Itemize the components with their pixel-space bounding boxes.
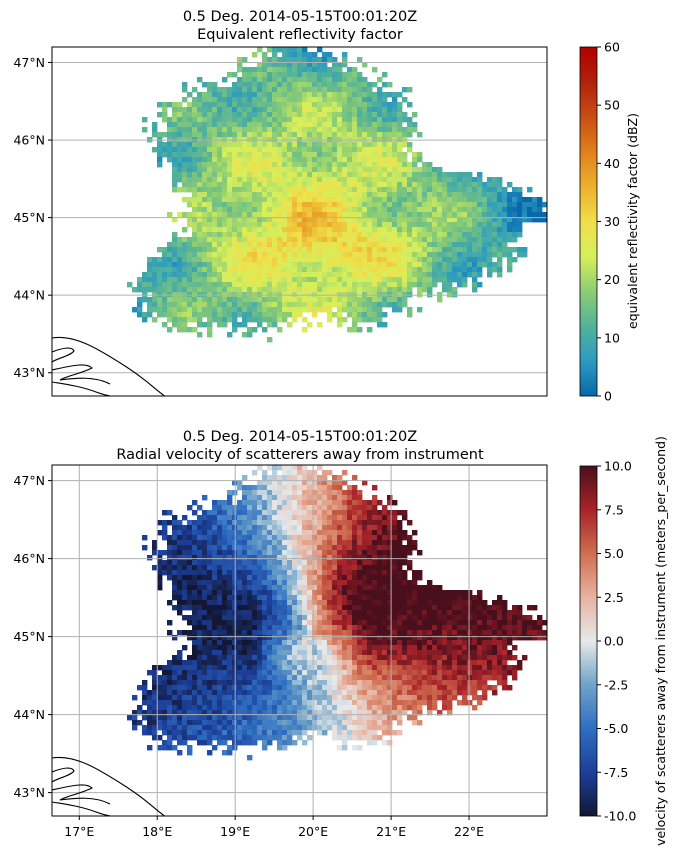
lon-tick-label: 17°E xyxy=(64,824,94,839)
colorbar-tick-label: 60 xyxy=(604,40,620,55)
colorbar-tick-label: -7.5 xyxy=(604,765,628,780)
colorbar-tick-label: 50 xyxy=(604,98,620,113)
colorbar-tick-label: 0 xyxy=(604,389,612,404)
lat-tick-label: 44°N xyxy=(13,707,45,722)
coastline-segment xyxy=(52,801,113,816)
panel2-colorbar: -10.0 -7.5 -5.0 -2.5 0.0 2.5 5.0 7.5 10.0 veloci… xyxy=(579,436,668,846)
colorbar-tick-label: 40 xyxy=(604,156,620,171)
panel2-title-line1: 0.5 Deg. 2014-05-15T00:01:20Z xyxy=(183,429,417,445)
colorbar-tick-label: -2.5 xyxy=(604,677,628,692)
panel1-frame xyxy=(51,46,548,397)
panel2-coastline xyxy=(52,756,166,816)
panel2-plot: 43°N 44°N 45°N 46°N 47°N 17°E 18°E 19°E 20°E 21°… xyxy=(13,464,548,839)
panel2-colorbar-label: velocity of scatterers away from instrum… xyxy=(653,436,668,846)
lon-tick-label: 21°E xyxy=(376,824,406,839)
panel2-lat-ticks: 43°N 44°N 45°N 46°N 47°N xyxy=(13,473,52,800)
colorbar-tick-label: 10 xyxy=(604,330,620,345)
lat-tick-label: 46°N xyxy=(13,551,45,566)
reflectivity-field xyxy=(127,47,547,343)
colorbar-tick-label: -5.0 xyxy=(604,721,628,736)
panel2-colorbar-gradient xyxy=(579,465,598,817)
coastline-segment xyxy=(52,347,75,363)
lat-tick-label: 43°N xyxy=(13,365,45,380)
panel1-title-line2: Equivalent reflectivity factor xyxy=(197,27,403,43)
lat-tick-label: 45°N xyxy=(13,210,45,225)
lon-tick-label: 19°E xyxy=(220,824,250,839)
panel1-colorbar-ticks: 0 10 20 30 40 50 60 xyxy=(597,40,620,404)
coastline-segment xyxy=(52,336,166,396)
lat-tick-label: 47°N xyxy=(13,55,45,70)
panel1-coastline xyxy=(52,336,166,396)
panel1-title-line1: 0.5 Deg. 2014-05-15T00:01:20Z xyxy=(183,9,417,25)
lon-tick-label: 20°E xyxy=(298,824,328,839)
panel1-lat-ticks: 43°N 44°N 45°N 46°N 47°N xyxy=(13,55,52,380)
lon-tick-label: 22°E xyxy=(454,824,484,839)
colorbar-tick-label: 2.5 xyxy=(604,590,624,605)
lat-tick-label: 43°N xyxy=(13,785,45,800)
coastline-segment xyxy=(52,784,111,805)
panel2-colorbar-ticks: -10.0 -7.5 -5.0 -2.5 0.0 2.5 5.0 7.5 10.0 xyxy=(597,459,636,824)
lon-tick-label: 18°E xyxy=(142,824,172,839)
colorbar-tick-label: -10.0 xyxy=(604,809,636,824)
lat-tick-label: 47°N xyxy=(13,473,45,488)
panel1-gridlines xyxy=(52,62,547,374)
panel1-colorbar-gradient xyxy=(579,46,598,397)
colorbar-tick-label: 20 xyxy=(604,272,620,287)
colorbar-tick-label: 5.0 xyxy=(604,546,624,561)
lat-tick-label: 46°N xyxy=(13,133,45,148)
panel1-colorbar: 0 10 20 30 40 50 60 equivalent reflectivity fa… xyxy=(579,40,640,404)
colorbar-tick-label: 30 xyxy=(604,214,620,229)
panel1-plot: 43°N 44°N 45°N 46°N 47°N xyxy=(13,46,548,397)
panel2-frame xyxy=(51,464,548,817)
coastline-segment xyxy=(52,767,75,783)
panel1-colorbar-label: equivalent reflectivity factor (dBZ) xyxy=(625,113,640,329)
colorbar-tick-label: 7.5 xyxy=(604,502,624,517)
panel2-lon-ticks: 17°E 18°E 19°E 20°E 21°E 22°E xyxy=(64,816,484,839)
coastline-segment xyxy=(52,756,166,816)
lat-tick-label: 45°N xyxy=(13,629,45,644)
lat-tick-label: 44°N xyxy=(13,288,45,303)
colorbar-tick-label: 0.0 xyxy=(604,634,624,649)
coastline-segment xyxy=(52,364,111,385)
panel2-title-line2: Radial velocity of scatterers away from … xyxy=(116,447,484,463)
velocity-field xyxy=(127,465,547,761)
colorbar-tick-label: 10.0 xyxy=(604,459,632,474)
coastline-segment xyxy=(52,381,113,396)
